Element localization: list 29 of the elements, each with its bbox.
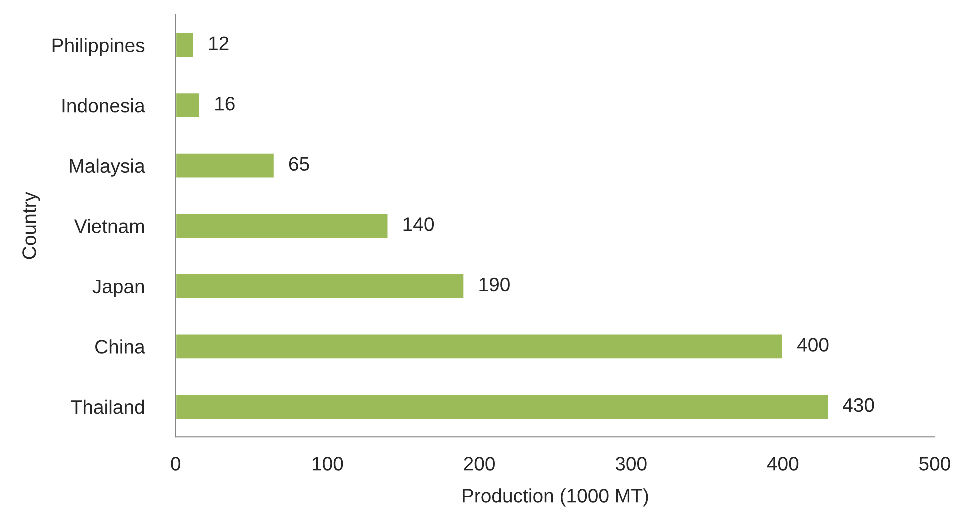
bar (176, 394, 830, 420)
x-tick-label: 400 (767, 457, 799, 471)
bar (176, 32, 195, 59)
bar (176, 92, 201, 119)
bar (176, 333, 784, 360)
x-tick-label: 100 (312, 457, 344, 471)
data-label: 12 (209, 36, 229, 50)
y-axis-title: Country (22, 192, 40, 260)
y-tick-label: Thailand (71, 400, 144, 414)
y-tick-label: Japan (92, 280, 144, 298)
data-label: 65 (289, 157, 310, 172)
x-tick-label: 300 (616, 457, 647, 471)
x-axis-title: Production (1000 MT) (463, 488, 648, 507)
y-tick-label: Malaysia (70, 158, 146, 177)
x-tick-label: 200 (464, 457, 495, 471)
y-tick-label: Philippines (52, 38, 145, 56)
bar (176, 152, 276, 180)
data-label: 190 (480, 278, 510, 292)
data-label: 400 (797, 338, 829, 352)
y-tick-label: Indonesia (62, 98, 146, 113)
data-label: 16 (216, 96, 235, 111)
y-tick-label: Vietnam (74, 219, 144, 234)
x-tick-label: 500 (920, 457, 950, 471)
data-label: 140 (404, 218, 434, 232)
x-tick-label: 0 (171, 457, 181, 471)
y-tick-label: China (96, 340, 146, 354)
bar (176, 273, 466, 300)
bar (176, 212, 390, 240)
data-label: 430 (843, 398, 874, 412)
